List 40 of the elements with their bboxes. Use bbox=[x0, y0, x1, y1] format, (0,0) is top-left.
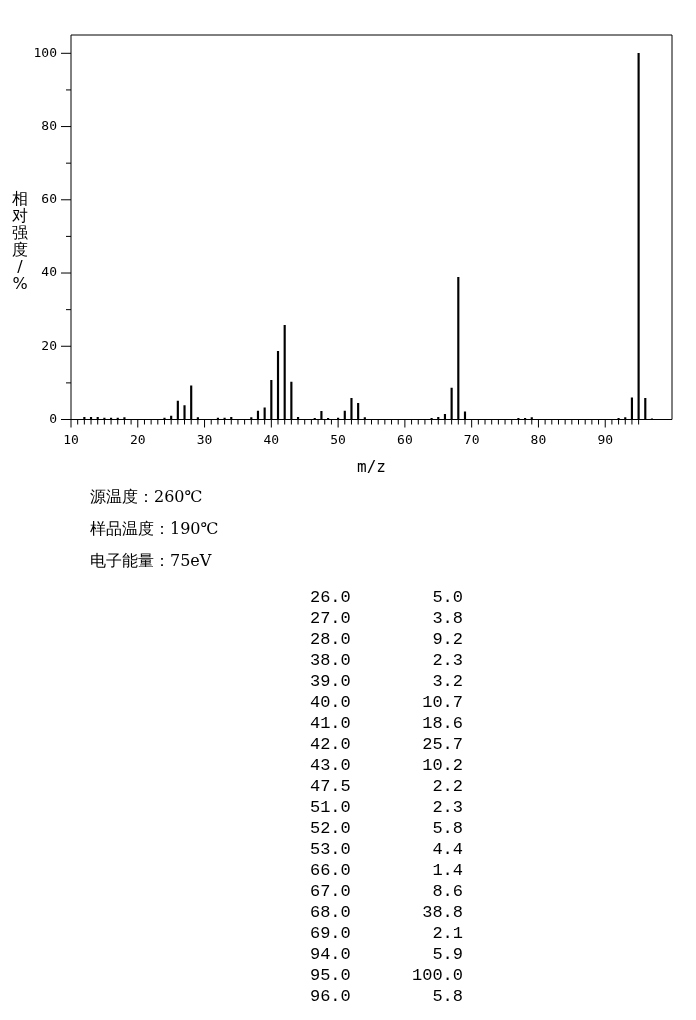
text: 样品温度：190℃ bbox=[90, 519, 219, 539]
text: 69.0 2.1 bbox=[309, 924, 463, 943]
y-axis-title: 相对强度/% bbox=[11, 189, 29, 293]
x-tick-label: 70 bbox=[463, 431, 480, 447]
text: 68.0 38.8 bbox=[309, 903, 463, 922]
text: 电子能量：75eV bbox=[90, 551, 212, 571]
text: 47.5 2.2 bbox=[309, 777, 463, 796]
x-tick-label: 40 bbox=[263, 431, 280, 447]
text: 52.0 5.8 bbox=[309, 819, 463, 838]
y-tick-label: 20 bbox=[41, 337, 57, 353]
x-tick-label: 30 bbox=[196, 431, 213, 447]
y-tick-label: 0 bbox=[49, 410, 57, 426]
text: 95.0 100.0 bbox=[309, 966, 463, 985]
text: 96.0 5.8 bbox=[309, 987, 463, 1006]
text: 42.0 25.7 bbox=[309, 735, 463, 754]
text: 43.0 10.2 bbox=[309, 756, 463, 775]
text: 94.0 5.9 bbox=[309, 945, 463, 964]
text: 28.0 9.2 bbox=[309, 630, 463, 649]
y-tick-label: 40 bbox=[41, 264, 57, 280]
text: 39.0 3.2 bbox=[309, 672, 463, 691]
text: 66.0 1.4 bbox=[309, 861, 463, 880]
y-tick-label: 60 bbox=[41, 191, 57, 207]
text: 41.0 18.6 bbox=[309, 714, 463, 733]
x-tick-label: 90 bbox=[597, 431, 614, 447]
text: 38.0 2.3 bbox=[309, 651, 463, 670]
x-tick-label: 10 bbox=[63, 431, 79, 447]
x-tick-label: 20 bbox=[129, 431, 146, 447]
text: 53.0 4.4 bbox=[309, 840, 463, 859]
text: 27.0 3.8 bbox=[309, 609, 463, 628]
x-tick-label: 60 bbox=[397, 431, 413, 447]
text: 40.0 10.7 bbox=[309, 693, 463, 712]
x-tick-label: 50 bbox=[330, 431, 346, 447]
x-axis-title: m/z bbox=[357, 456, 386, 476]
text: 源温度：260℃ bbox=[90, 487, 203, 507]
y-tick-label: 80 bbox=[41, 117, 57, 133]
text: 67.0 8.6 bbox=[309, 882, 463, 901]
text: 51.0 2.3 bbox=[309, 798, 463, 817]
x-tick-label: 80 bbox=[530, 431, 547, 447]
text: 26.0 5.0 bbox=[309, 588, 463, 607]
y-tick-label: 100 bbox=[33, 44, 57, 60]
